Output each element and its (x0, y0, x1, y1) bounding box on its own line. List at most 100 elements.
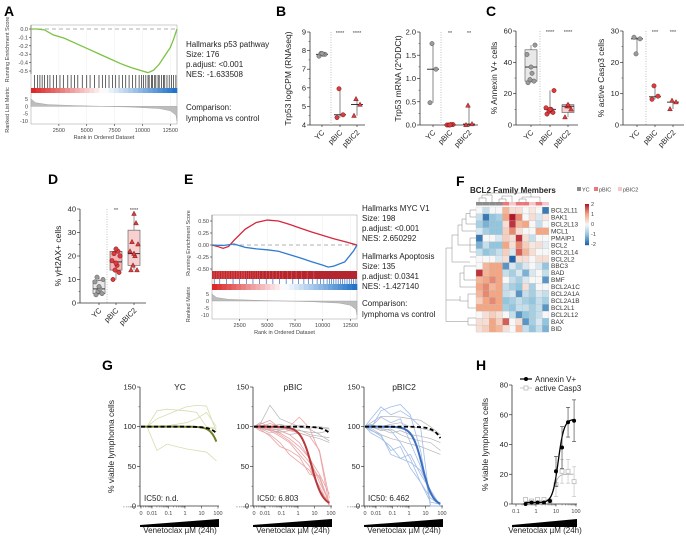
rank-colorbar-segment (152, 88, 158, 93)
heatmap-cell (535, 269, 543, 277)
enrichment-curve-1 (211, 243, 358, 268)
y-axis-label: Trp53 mRNA (2^DDCt) (393, 35, 403, 121)
heatmap-cell (489, 220, 497, 228)
heatmap-cell (495, 304, 503, 312)
heatmap-cell (502, 248, 510, 256)
rank-colorbar-segment (328, 284, 334, 290)
x-tick-label: 2500 (234, 323, 246, 329)
heatmap-cell (502, 255, 510, 263)
concentration-wedge (140, 519, 219, 527)
colorscale-segment (585, 225, 589, 227)
rank-colorbar-segment (123, 88, 129, 93)
heatmap-cell (515, 241, 523, 249)
heatmap-cell (542, 311, 550, 319)
colorscale-segment (585, 238, 589, 241)
heatmap-cell (528, 290, 536, 298)
y-tick-label: 50 (352, 462, 360, 471)
heatmap-cell (528, 311, 536, 319)
colorscale-segment (585, 215, 589, 217)
heatmap-cell (542, 276, 550, 284)
ranked-metric-area (211, 293, 358, 316)
annotation-text: p.adjust: 0.0341 (362, 272, 419, 281)
colorscale-segment (585, 211, 589, 213)
heatmap-cell (528, 227, 536, 235)
heatmap-cell (489, 206, 497, 215)
gene-label: BCL2L11 (551, 208, 578, 215)
ic50-annotation: IC50: 6.803 (257, 494, 299, 503)
heatmap-cell (489, 325, 497, 333)
heatmap-cell (542, 220, 550, 228)
x-tick-label: 0 (363, 511, 366, 517)
data-point-triangle (353, 95, 359, 101)
heatmap-cell (542, 283, 550, 291)
x-tick-label: 10000 (135, 128, 150, 134)
heatmap-cell (509, 255, 516, 263)
x-tick-label: 0.1 (165, 511, 173, 517)
rank-colorbar-segment (323, 284, 329, 290)
heatmap-cell (542, 304, 550, 312)
rank-colorbar-segment (40, 88, 46, 93)
rank-colorbar-segment (99, 88, 105, 93)
y-axis-label: % active Casp3 cells (596, 39, 606, 117)
heatmap-cell (482, 269, 490, 277)
column-annotation (535, 202, 543, 206)
gsea-plot-a: 2500 5000 7500 10000 12500 0.0 -0.1 -0.2 -0.3 -0.… (5, 17, 269, 141)
category-label: pBIC2 (551, 128, 572, 149)
y-tick-label: -0.4 (19, 61, 28, 67)
data-point (117, 253, 123, 259)
heatmap-cell (502, 276, 510, 284)
colorscale-segment (585, 233, 589, 235)
data-point (532, 42, 538, 48)
y-tick-label: 0 (72, 299, 76, 308)
heatmap-cell (528, 297, 536, 305)
rank-colorbar-segment (104, 88, 110, 93)
heatmap-title: BCL2 Family Members (470, 186, 556, 195)
heatmap-cell (502, 227, 510, 235)
column-annotation (476, 202, 483, 206)
y2-axis-label: Ranked List Metric (5, 87, 11, 133)
data-point (560, 445, 565, 450)
rank-colorbar-segment (118, 88, 124, 93)
heatmap-cell (495, 311, 503, 319)
heatmap-cell (515, 276, 523, 284)
y-tick-label: 40 (504, 58, 512, 67)
x-axis-label: Venetoclax µM (24h) (508, 526, 582, 535)
colorscale-segment (585, 220, 589, 222)
annotation-text: p.adjust: <0.001 (186, 60, 244, 69)
colorscale-segment (585, 210, 589, 212)
rank-colorbar-segment (303, 284, 309, 290)
data-point-square (571, 479, 577, 485)
heatmap-cell (509, 276, 516, 284)
data-point (535, 500, 540, 505)
sample-line (364, 426, 441, 506)
heatmap-cell (509, 234, 516, 242)
heatmap-cell (515, 213, 523, 222)
heatmap-cell (489, 213, 497, 222)
heatmap-cell (482, 213, 490, 222)
colorscale-segment (585, 218, 589, 220)
column-annotation (509, 202, 516, 206)
rank-colorbar-segment (113, 88, 119, 93)
control-sample-line (364, 426, 441, 443)
colorscale-segment (585, 232, 589, 234)
x-axis-label: Venetoclax µM (24h) (367, 526, 441, 535)
y-tick-label: 2.0 (406, 28, 416, 37)
heatmap-cell (475, 304, 483, 312)
heatmap-cell (482, 311, 490, 319)
rank-colorbar-segment (342, 284, 348, 290)
legend-swatch (594, 187, 598, 191)
legend-label: pBIC2 (623, 188, 638, 194)
rank-colorbar-segment (147, 88, 153, 93)
gene-label: BCL2L13 (551, 222, 578, 229)
category-label: YC (628, 128, 642, 142)
heatmap-cell (495, 269, 503, 277)
ic50-annotation: IC50: 6.462 (368, 494, 410, 503)
rank-colorbar-segment (55, 88, 61, 93)
heatmap-cell (495, 262, 503, 270)
category-label: pBIC2 (340, 128, 361, 149)
sample-line (364, 404, 441, 507)
sample-line (254, 423, 330, 499)
heatmap-cell (495, 241, 503, 249)
rank-colorbar-segment (284, 284, 290, 290)
